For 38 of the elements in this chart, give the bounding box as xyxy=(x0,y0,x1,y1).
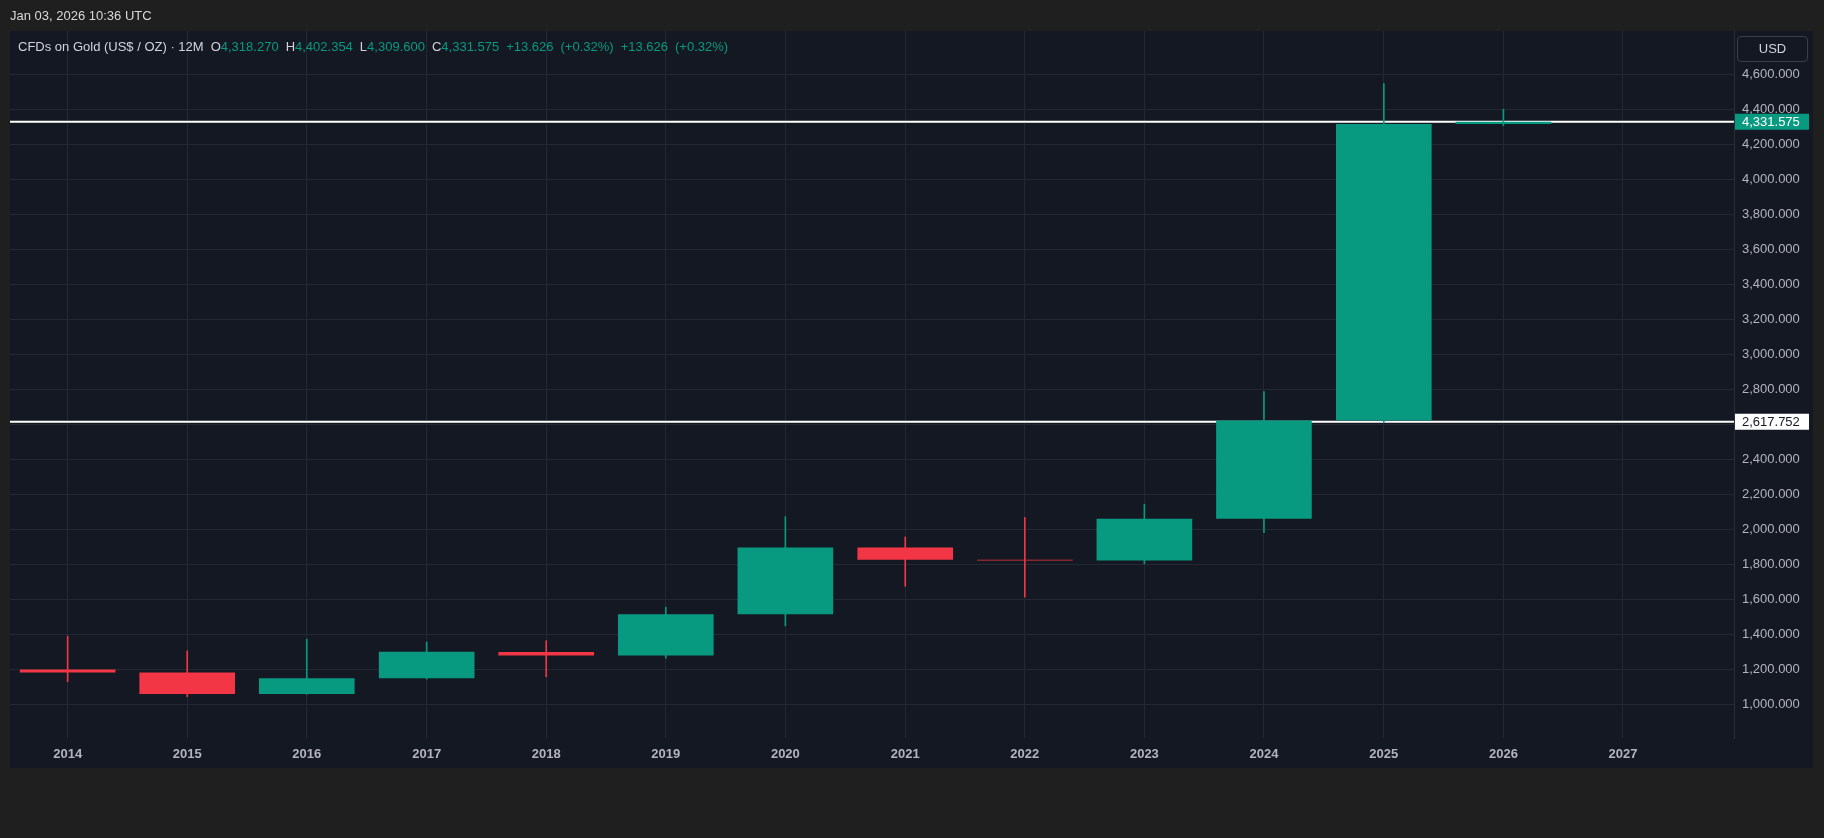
candlestick xyxy=(857,536,954,587)
y-tick-label: 1,000.000 xyxy=(1742,696,1800,712)
y-tick-label: 2,000.000 xyxy=(1742,521,1800,537)
candlestick xyxy=(976,517,1073,598)
x-tick-label: 2021 xyxy=(890,746,920,762)
y-tick-label: 1,200.000 xyxy=(1742,661,1800,677)
x-tick-label: 2016 xyxy=(292,746,322,762)
y-tick-label: 1,400.000 xyxy=(1742,626,1800,642)
y-tick-label: 3,400.000 xyxy=(1742,276,1800,292)
x-tick-label: 2022 xyxy=(1010,746,1040,762)
y-tick-label: 2,400.000 xyxy=(1742,451,1800,467)
y-tick-label: 4,600.000 xyxy=(1742,66,1800,82)
y-tick-label: 3,600.000 xyxy=(1742,241,1800,257)
x-tick-label: 2019 xyxy=(651,746,681,762)
y-tick-label: 4,200.000 xyxy=(1742,136,1800,152)
y-axis-title: USD xyxy=(1737,36,1808,62)
y-tick-label: 3,800.000 xyxy=(1742,206,1800,222)
x-tick-label: 2020 xyxy=(770,746,800,762)
y-tick-label: 3,000.000 xyxy=(1742,346,1800,362)
x-tick-label: 2017 xyxy=(412,746,442,762)
y-tick-label: 3,200.000 xyxy=(1742,311,1800,327)
x-tick-label: 2025 xyxy=(1369,746,1399,762)
y-tick-label: 2,200.000 xyxy=(1742,486,1800,502)
y-tick-label: 1,800.000 xyxy=(1742,556,1800,572)
ref-line-label: 2,617.752 xyxy=(1742,413,1800,429)
x-tick-label: 2027 xyxy=(1608,746,1638,762)
text: O4,318.270 H4,402.354 L4,309.600 C4,331.575 +13.626 (+0.32%) +13.626 (+0.32%) xyxy=(210,39,729,54)
x-tick-label: 2014 xyxy=(53,746,83,762)
x-tick-label: 2018 xyxy=(531,746,561,762)
y-tick-label: 2,800.000 xyxy=(1742,381,1800,397)
y-tick-label: 1,600.000 xyxy=(1742,591,1800,607)
x-tick-label: 2026 xyxy=(1488,746,1518,762)
x-tick-label: 2015 xyxy=(172,746,202,762)
text: Jan 03, 2026 10:36 UTC xyxy=(10,8,152,24)
x-tick-label: 2024 xyxy=(1249,746,1280,762)
x-tick-label: 2023 xyxy=(1129,746,1159,762)
text: CFDs on Gold (US$ / OZ) · 12M xyxy=(18,39,204,54)
y-tick-label: 4,000.000 xyxy=(1742,171,1800,187)
